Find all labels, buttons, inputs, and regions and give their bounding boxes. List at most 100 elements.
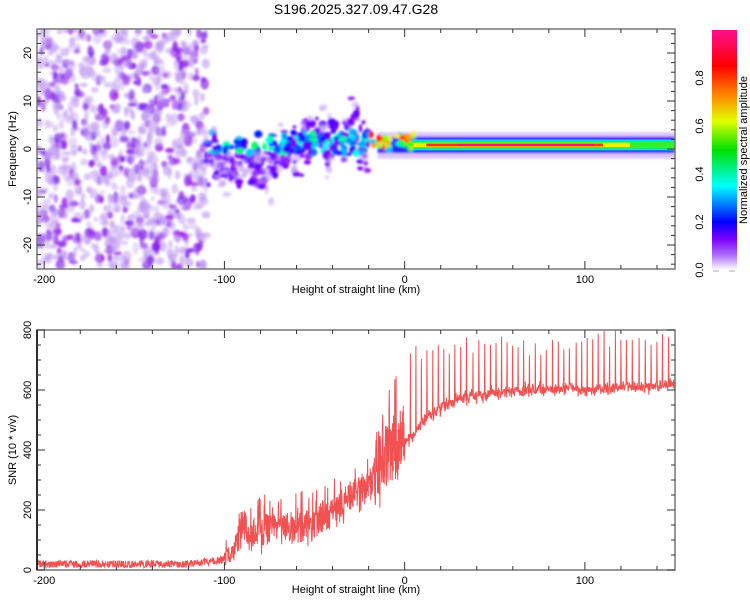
y-tick-label: 0 xyxy=(22,146,34,152)
turbulent-blob xyxy=(361,120,366,125)
y-tick-label: 400 xyxy=(22,441,34,459)
noise-blob xyxy=(191,74,201,82)
noise-blob xyxy=(169,221,176,231)
turbulent-blob xyxy=(338,136,348,143)
turbulent-blob xyxy=(318,104,328,111)
turbulent-blob xyxy=(213,170,220,176)
noise-blob xyxy=(97,103,104,115)
turbulent-blob xyxy=(327,118,336,127)
noise-blob xyxy=(178,199,184,208)
noise-blob xyxy=(110,125,120,135)
noise-blob xyxy=(154,137,164,147)
noise-blob xyxy=(179,128,190,141)
noise-blob xyxy=(64,67,72,79)
noise-blob xyxy=(120,184,126,196)
noise-blob xyxy=(107,254,113,262)
noise-blob xyxy=(95,177,105,186)
turbulent-blob xyxy=(290,138,298,147)
noise-blob xyxy=(104,39,113,48)
noise-blob xyxy=(113,85,120,93)
noise-blob xyxy=(105,134,111,145)
noise-blob xyxy=(124,232,132,240)
y-tick-label: 200 xyxy=(22,501,34,519)
turbulent-blob xyxy=(299,152,305,159)
noise-blob xyxy=(199,46,209,55)
noise-blob xyxy=(196,128,207,134)
noise-blob xyxy=(46,147,52,154)
noise-blob xyxy=(102,67,112,74)
noise-blob xyxy=(165,113,173,122)
x-tick-label: 0 xyxy=(402,274,408,286)
chart-title: S196.2025.327.09.47.G28 xyxy=(274,1,438,17)
noise-blob xyxy=(126,192,136,199)
turbulent-blob xyxy=(363,154,367,158)
turbulent-blob xyxy=(356,159,364,164)
noise-blob xyxy=(143,246,152,258)
noise-blob xyxy=(66,203,75,213)
noise-blob xyxy=(126,214,137,221)
colorbar-tick-label: 0.6 xyxy=(694,118,706,133)
noise-blob xyxy=(121,240,129,246)
noise-blob xyxy=(75,232,81,241)
noise-blob xyxy=(61,151,72,156)
turbulent-blob xyxy=(210,125,217,134)
noise-blob xyxy=(117,36,125,41)
noise-blob xyxy=(162,226,170,238)
noise-blob xyxy=(122,74,130,86)
noise-blob xyxy=(166,220,171,228)
noise-blob xyxy=(56,247,62,255)
noise-blob xyxy=(157,40,165,48)
turbulent-blob xyxy=(350,113,360,120)
noise-blob xyxy=(44,29,51,37)
noise-blob xyxy=(171,139,177,151)
turbulent-blob xyxy=(234,159,239,167)
noise-blob xyxy=(197,192,207,201)
y-tick-label: 20 xyxy=(22,47,34,59)
noise-blob xyxy=(139,235,144,246)
noise-blob xyxy=(50,143,58,155)
noise-blob xyxy=(138,221,144,232)
turbulent-blob xyxy=(342,155,347,163)
noise-blob xyxy=(53,105,59,116)
turbulent-blob xyxy=(314,127,321,135)
noise-blob xyxy=(89,102,94,113)
colorbar-label: Normalized spectral amplitude xyxy=(738,76,750,224)
noise-blob xyxy=(115,73,123,82)
noise-blob xyxy=(191,114,200,126)
noise-blob xyxy=(200,39,207,44)
noise-blob xyxy=(187,72,194,81)
turbulent-blob xyxy=(306,115,314,121)
transition-blob xyxy=(385,147,393,154)
noise-blob xyxy=(168,240,173,249)
y-tick-label: 800 xyxy=(22,321,34,339)
noise-blob xyxy=(140,122,147,129)
turbulent-blob xyxy=(354,134,361,139)
turbulent-blob xyxy=(251,169,260,177)
noise-blob xyxy=(174,245,179,258)
noise-blob xyxy=(73,246,78,256)
noise-blob xyxy=(189,181,199,187)
noise-blob xyxy=(114,169,122,176)
noise-blob xyxy=(109,136,120,148)
turbulent-blob xyxy=(234,178,244,186)
transition-blob xyxy=(383,134,389,142)
noise-blob xyxy=(172,87,178,93)
noise-blob xyxy=(162,72,168,79)
noise-blob xyxy=(146,29,153,36)
turbulent-blob xyxy=(292,160,297,164)
noise-blob xyxy=(79,82,88,88)
noise-blob xyxy=(84,208,90,219)
snr-line-layer xyxy=(37,330,675,570)
turbulent-blob xyxy=(258,183,267,190)
noise-blob xyxy=(138,158,145,171)
noise-blob xyxy=(116,48,122,54)
noise-blob xyxy=(160,84,169,89)
noise-blob xyxy=(165,214,174,221)
turbulent-blob xyxy=(303,160,312,165)
turbulent-blob xyxy=(218,180,227,185)
noise-blob xyxy=(175,263,183,269)
noise-blob xyxy=(53,84,61,95)
noise-blob xyxy=(189,169,194,180)
noise-blob xyxy=(49,243,58,249)
noise-blob xyxy=(130,112,136,121)
